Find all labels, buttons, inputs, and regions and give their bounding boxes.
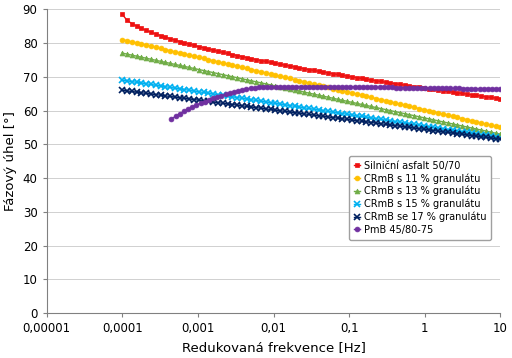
CRmB s 11 % granulátu [454, 115, 460, 120]
CRmB s 13 % granulátu [287, 87, 293, 91]
CRmB s 15 % granulátu [454, 129, 460, 133]
CRmB s 13 % granulátu [364, 103, 370, 108]
Silniční asfalt 50/70 [344, 74, 350, 78]
CRmB s 11 % granulátu [344, 90, 350, 94]
CRmB s 15 % granulátu [119, 78, 125, 82]
CRmB s 13 % granulátu [454, 123, 460, 127]
Y-axis label: Fázový úhel [°]: Fázový úhel [°] [4, 111, 17, 211]
CRmB s 13 % granulátu [378, 106, 384, 111]
CRmB s 13 % granulátu [344, 99, 350, 103]
CRmB se 17 % granulátu [378, 122, 384, 126]
Line: Silniční asfalt 50/70: Silniční asfalt 50/70 [120, 12, 503, 101]
CRmB s 11 % granulátu [119, 38, 125, 42]
CRmB s 11 % granulátu [364, 94, 370, 98]
PmB 45/80-75 [318, 84, 325, 89]
PmB 45/80-75 [368, 85, 374, 89]
Line: CRmB s 15 % granulátu: CRmB s 15 % granulátu [119, 77, 503, 141]
PmB 45/80-75 [168, 117, 175, 121]
PmB 45/80-75 [385, 85, 391, 90]
Line: CRmB s 13 % granulátu: CRmB s 13 % granulátu [120, 51, 503, 137]
Silniční asfalt 50/70 [378, 79, 384, 84]
PmB 45/80-75 [497, 87, 503, 91]
CRmB se 17 % granulátu [454, 131, 460, 136]
CRmB se 17 % granulátu [349, 118, 355, 122]
CRmB s 15 % granulátu [349, 113, 355, 117]
CRmB s 11 % granulátu [287, 76, 293, 81]
Legend: Silniční asfalt 50/70, CRmB s 11 % granulátu, CRmB s 13 % granulátu, CRmB s 15 %: Silniční asfalt 50/70, CRmB s 11 % granu… [349, 156, 491, 240]
CRmB s 15 % granulátu [344, 112, 350, 116]
CRmB se 17 % granulátu [344, 117, 350, 122]
Silniční asfalt 50/70 [454, 91, 460, 95]
CRmB se 17 % granulátu [497, 137, 503, 141]
CRmB s 13 % granulátu [349, 100, 355, 105]
Silniční asfalt 50/70 [497, 97, 503, 101]
CRmB s 11 % granulátu [497, 125, 503, 130]
Line: CRmB s 11 % granulátu: CRmB s 11 % granulátu [120, 37, 503, 130]
CRmB s 15 % granulátu [378, 117, 384, 121]
PmB 45/80-75 [397, 86, 403, 90]
CRmB s 11 % granulátu [349, 91, 355, 95]
CRmB s 13 % granulátu [497, 132, 503, 136]
CRmB s 13 % granulátu [119, 51, 125, 55]
CRmB s 15 % granulátu [364, 115, 370, 119]
PmB 45/80-75 [372, 85, 378, 90]
CRmB s 11 % granulátu [378, 97, 384, 102]
Silniční asfalt 50/70 [364, 77, 370, 81]
X-axis label: Redukovaná frekvence [Hz]: Redukovaná frekvence [Hz] [182, 341, 366, 354]
CRmB se 17 % granulátu [364, 120, 370, 124]
CRmB se 17 % granulátu [119, 88, 125, 92]
PmB 45/80-75 [464, 86, 470, 91]
Silniční asfalt 50/70 [287, 64, 293, 68]
CRmB se 17 % granulátu [287, 110, 293, 114]
Line: CRmB se 17 % granulátu: CRmB se 17 % granulátu [119, 87, 503, 142]
CRmB s 15 % granulátu [497, 135, 503, 140]
PmB 45/80-75 [302, 84, 308, 89]
Silniční asfalt 50/70 [119, 12, 125, 16]
Silniční asfalt 50/70 [349, 75, 355, 79]
CRmB s 15 % granulátu [287, 103, 293, 108]
Line: PmB 45/80-75: PmB 45/80-75 [169, 84, 503, 121]
